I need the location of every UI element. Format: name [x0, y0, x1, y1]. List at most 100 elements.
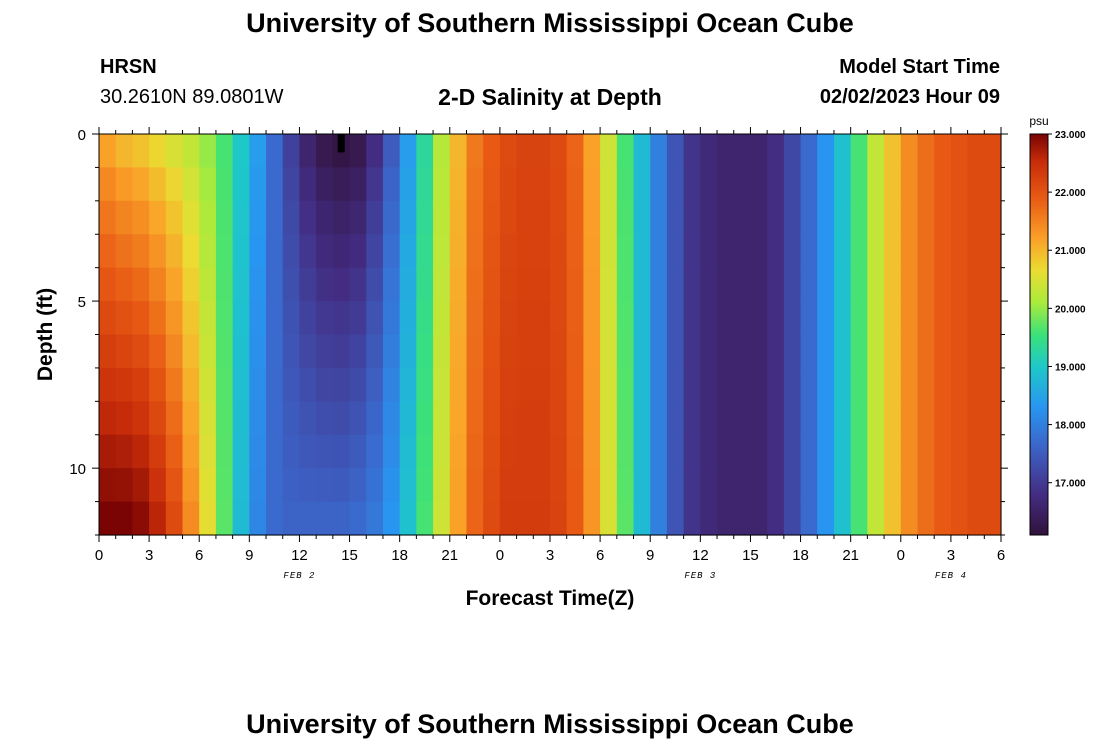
heatmap-cell: [483, 167, 501, 202]
heatmap-cell: [733, 334, 752, 369]
heatmap-cell: [332, 501, 351, 536]
heatmap-cell: [733, 367, 752, 402]
heatmap-cell: [182, 200, 200, 235]
heatmap-cell: [416, 200, 434, 235]
heatmap-cell: [499, 367, 518, 402]
heatmap-cell: [182, 334, 200, 369]
heatmap-cell: [700, 134, 718, 169]
x-tick-label: 6: [997, 547, 1005, 564]
station-coordinates: 30.2610N 89.0801W: [100, 86, 284, 108]
heatmap-cell: [783, 501, 802, 536]
heatmap-cell: [566, 468, 584, 503]
x-tick-label: 15: [341, 547, 358, 564]
heatmap-cell: [182, 401, 200, 436]
heatmap-cell: [282, 434, 301, 469]
heatmap-cell: [449, 468, 468, 503]
heatmap-cell: [550, 334, 568, 369]
heatmap-cell: [499, 167, 518, 202]
heatmap-cell: [566, 501, 584, 536]
colorbar-tick-label: 22.000: [1055, 188, 1086, 199]
heatmap-cell: [783, 301, 802, 336]
heatmap-cell: [499, 200, 518, 235]
heatmap-cell: [349, 301, 367, 336]
heatmap-cell: [900, 468, 919, 503]
heatmap-cell: [917, 468, 935, 503]
heatmap-cell: [934, 468, 952, 503]
heatmap-cell: [967, 234, 985, 269]
heatmap-cell: [867, 134, 885, 169]
heatmap-cell: [165, 301, 184, 336]
heatmap-cell: [733, 501, 752, 536]
heatmap-cell: [566, 301, 584, 336]
heatmap-cell: [149, 334, 167, 369]
heatmap-cell: [800, 434, 818, 469]
heatmap-cell: [950, 501, 969, 536]
heatmap-cell: [433, 167, 451, 202]
heatmap-cell: [433, 234, 451, 269]
x-axis-title: Forecast Time(Z): [466, 587, 635, 610]
heatmap-cell: [616, 367, 635, 402]
heatmap-cell: [633, 301, 651, 336]
heatmap-cell: [483, 267, 501, 302]
heatmap-cell: [633, 267, 651, 302]
heatmap-cell: [449, 234, 468, 269]
heatmap-cell: [282, 167, 301, 202]
heatmap-cell: [800, 134, 818, 169]
heatmap-cell: [282, 367, 301, 402]
y-axis: 0 5 10: [69, 127, 1008, 536]
heatmap-cell: [533, 367, 551, 402]
heatmap-cell: [884, 434, 902, 469]
heatmap-cell: [99, 334, 117, 369]
heatmap-cell: [516, 501, 534, 536]
heatmap-cell: [850, 167, 868, 202]
heatmap-cell: [399, 200, 417, 235]
heatmap-cell: [316, 501, 334, 536]
heatmap-cell: [215, 468, 234, 503]
heatmap-cell: [884, 200, 902, 235]
heatmap-cell: [132, 200, 150, 235]
heatmap-cell: [884, 234, 902, 269]
heatmap-cell: [299, 367, 317, 402]
heatmap-cell: [633, 367, 651, 402]
heatmap-cell: [483, 134, 501, 169]
heatmap-cell: [249, 367, 267, 402]
heatmap-cell: [349, 167, 367, 202]
heatmap-cell: [266, 301, 284, 336]
heatmap-cell: [199, 501, 217, 536]
heatmap-cell: [633, 200, 651, 235]
heatmap-cell: [499, 468, 518, 503]
heatmap-cell: [583, 167, 601, 202]
heatmap-cell: [149, 134, 167, 169]
heatmap-cell: [466, 334, 484, 369]
heatmap-cell: [416, 267, 434, 302]
heatmap-cell: [616, 468, 635, 503]
heatmap-cell: [382, 267, 401, 302]
heatmap-cell: [633, 334, 651, 369]
heatmap-cell: [99, 301, 117, 336]
heatmap-cell: [199, 401, 217, 436]
heatmap-cell: [299, 267, 317, 302]
heatmap-cell: [683, 167, 701, 202]
heatmap-cell: [533, 501, 551, 536]
heatmap-cell: [967, 434, 985, 469]
heatmap-cell: [550, 234, 568, 269]
heatmap-cell: [215, 367, 234, 402]
heatmap-cell: [215, 301, 234, 336]
x-tick-label: 9: [245, 547, 253, 564]
heatmap-cell: [466, 434, 484, 469]
heatmap-cell: [817, 501, 835, 536]
heatmap-cell: [149, 234, 167, 269]
heatmap-cell: [499, 501, 518, 536]
heatmap-cell: [600, 367, 618, 402]
heatmap-cell: [817, 200, 835, 235]
heatmap-cell: [984, 267, 1002, 302]
heatmap-cell: [683, 200, 701, 235]
heatmap-cell: [382, 367, 401, 402]
heatmap-cell: [884, 334, 902, 369]
heatmap-cell: [282, 334, 301, 369]
heatmap-cell: [666, 267, 685, 302]
x-tick-label: 0: [897, 547, 905, 564]
heatmap-cell: [717, 468, 735, 503]
heatmap-cell: [717, 367, 735, 402]
heatmap-cell: [399, 134, 417, 169]
